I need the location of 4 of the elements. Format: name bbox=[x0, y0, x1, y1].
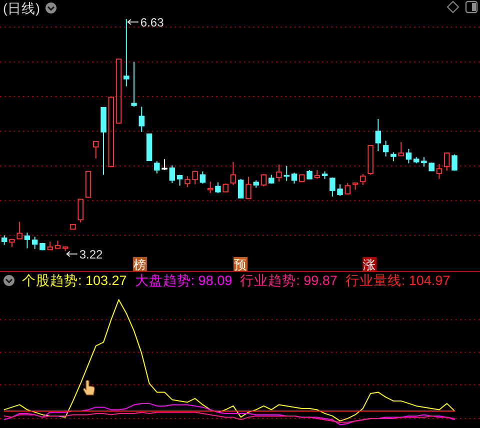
annotation: 3.22 bbox=[79, 247, 104, 262]
annotation: 6.63 bbox=[140, 15, 164, 30]
legend: 个股趋势: 103.27 大盘趋势: 98.09 行业趋势: 99.87 行业量线: 104.97 bbox=[22, 273, 450, 288]
chart-title: (日线) bbox=[3, 1, 40, 16]
